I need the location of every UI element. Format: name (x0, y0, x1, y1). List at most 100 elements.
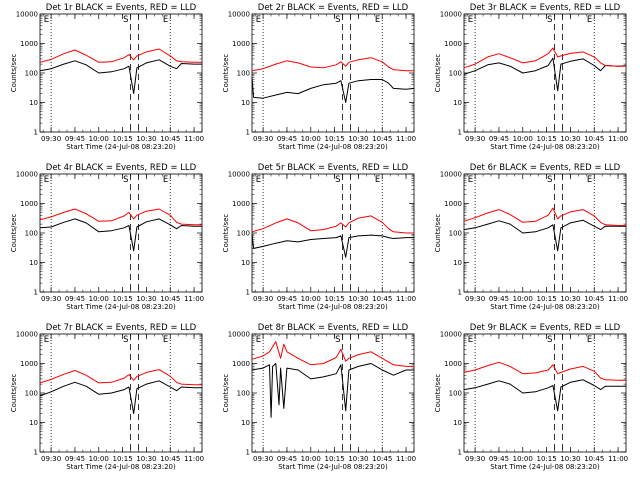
y-tick-label: 1 (458, 449, 462, 457)
y-tick-label: 10 (453, 259, 462, 267)
y-tick-label: 1000 (232, 40, 250, 48)
x-tick-label: 09:45 (65, 135, 85, 143)
x-tick-label: 10:45 (160, 455, 180, 463)
x-tick-label: 10:00 (513, 135, 533, 143)
marker-label: S (123, 335, 128, 345)
x-tick-label: 10:15 (112, 135, 132, 143)
panel-title: Det 7r BLACK = Events, RED = LLD (46, 323, 197, 333)
marker-label: S (547, 335, 552, 345)
marker-label: E (587, 175, 592, 185)
plot-frame (39, 333, 203, 453)
x-tick-label: 09:30 (465, 455, 485, 463)
marker-label: E (44, 175, 49, 185)
events-series-line (463, 57, 627, 92)
y-tick-label: 1000 (444, 200, 462, 208)
x-tick-label: 10:00 (513, 455, 533, 463)
y-axis-label: Counts/sec (434, 374, 442, 413)
y-tick-label: 10 (241, 259, 250, 267)
x-tick-label: 09:45 (489, 135, 509, 143)
marker-label: S (335, 335, 340, 345)
x-tick-label: 11:00 (608, 295, 628, 303)
x-tick-label: 09:45 (277, 295, 297, 303)
x-tick-label: 10:00 (301, 455, 321, 463)
x-tick-label: 10:00 (89, 455, 109, 463)
marker-label: E (163, 335, 168, 345)
x-axis-label: Start Time (24-Jul-08 08:23:20) (66, 463, 176, 471)
x-tick-label: 09:45 (277, 135, 297, 143)
x-axis-label: Start Time (24-Jul-08 08:23:20) (278, 463, 388, 471)
x-tick-label: 11:00 (184, 295, 204, 303)
x-tick-label: 10:00 (89, 295, 109, 303)
panel-title: Det 1r BLACK = Events, RED = LLD (46, 3, 197, 13)
x-tick-label: 09:30 (253, 295, 273, 303)
x-tick-label: 10:00 (513, 295, 533, 303)
y-tick-label: 10000 (440, 171, 462, 179)
panel-title: Det 4r BLACK = Events, RED = LLD (46, 163, 197, 173)
x-tick-label: 10:45 (372, 295, 392, 303)
x-tick-label: 10:30 (348, 135, 368, 143)
events-series-line (39, 218, 202, 252)
x-tick-label: 09:45 (489, 455, 509, 463)
plot-frame (463, 13, 627, 133)
panel-1: Det 1r BLACK = Events, RED = LLD 1 10 100 10… (10, 3, 204, 151)
x-tick-label: 11:00 (396, 135, 416, 143)
x-tick-label: 09:45 (65, 455, 85, 463)
lld-series-line (463, 47, 626, 69)
x-tick-label: 10:30 (560, 455, 580, 463)
marker-label: E (44, 335, 49, 345)
y-tick-label: 1000 (444, 360, 462, 368)
y-tick-label: 100 (237, 390, 250, 398)
plot-frame (251, 173, 415, 293)
x-tick-label: 09:45 (65, 295, 85, 303)
y-tick-label: 100 (25, 70, 38, 78)
y-tick-label: 10000 (16, 11, 38, 19)
events-series-line (463, 219, 626, 252)
events-series-line (251, 363, 414, 418)
x-axis-label: Start Time (24-Jul-08 08:23:20) (66, 143, 176, 151)
panel-7: Det 7r BLACK = Events, RED = LLD 1 10 100 10… (10, 323, 204, 471)
x-tick-label: 10:45 (584, 455, 604, 463)
x-tick-label: 10:45 (160, 295, 180, 303)
y-tick-label: 10000 (228, 331, 250, 339)
x-tick-label: 10:00 (301, 295, 321, 303)
y-tick-label: 1000 (20, 360, 38, 368)
lld-series-line (251, 57, 414, 72)
y-tick-label: 1000 (232, 360, 250, 368)
y-tick-label: 1 (34, 289, 38, 297)
y-axis-label: Counts/sec (434, 54, 442, 93)
x-tick-label: 10:15 (324, 295, 344, 303)
marker-label: E (163, 175, 168, 185)
lld-series-line (39, 48, 202, 63)
x-axis-label: Start Time (24-Jul-08 08:23:20) (278, 143, 388, 151)
x-tick-label: 11:00 (396, 455, 416, 463)
x-tick-label: 10:15 (324, 455, 344, 463)
y-tick-label: 100 (449, 390, 462, 398)
y-tick-label: 1000 (232, 200, 250, 208)
y-tick-label: 1 (246, 129, 250, 137)
y-tick-label: 10 (453, 419, 462, 427)
y-axis-label: Counts/sec (222, 374, 230, 413)
x-tick-label: 10:15 (112, 455, 132, 463)
marker-label: E (256, 175, 261, 185)
panel-title: Det 8r BLACK = Events, RED = LLD (258, 323, 409, 333)
y-tick-label: 10000 (228, 171, 250, 179)
y-tick-label: 10 (241, 419, 250, 427)
x-tick-label: 10:30 (348, 455, 368, 463)
panel-title: Det 9r BLACK = Events, RED = LLD (470, 323, 621, 333)
marker-label: E (587, 15, 592, 25)
y-tick-label: 100 (25, 230, 38, 238)
y-tick-label: 10000 (440, 11, 462, 19)
x-tick-label: 09:30 (253, 455, 273, 463)
marker-label: E (375, 15, 380, 25)
x-tick-label: 09:30 (253, 135, 273, 143)
x-tick-label: 09:30 (465, 295, 485, 303)
panel-3: Det 3r BLACK = Events, RED = LLD 1 10 100 10… (434, 3, 628, 151)
x-tick-label: 11:00 (608, 455, 628, 463)
y-axis-label: Counts/sec (10, 214, 18, 253)
events-series-line (39, 380, 202, 415)
marker-label: S (335, 175, 340, 185)
x-tick-label: 10:30 (560, 295, 580, 303)
marker-label: E (468, 15, 473, 25)
marker-label: E (256, 335, 261, 345)
y-tick-label: 1 (458, 289, 462, 297)
